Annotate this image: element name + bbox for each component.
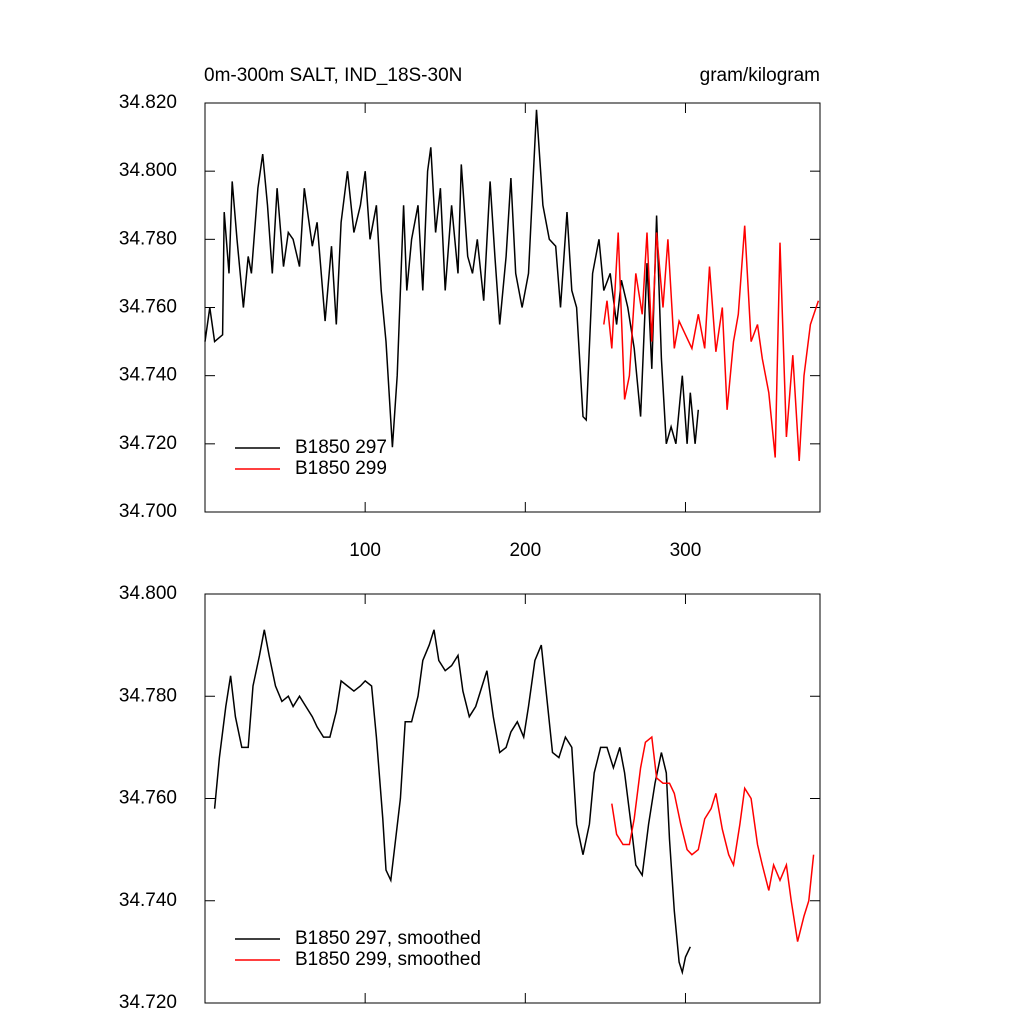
y-tick-label: 34.740 <box>119 890 177 911</box>
legend-label: B1850 297, smoothed <box>295 928 481 949</box>
legend-label: B1850 297 <box>295 437 387 458</box>
units-label: gram/kilogram <box>700 65 820 86</box>
chart-title: 0m-300m SALT, IND_18S-30N <box>204 65 462 86</box>
y-tick-label: 34.720 <box>119 433 177 454</box>
y-tick-label: 34.760 <box>119 297 177 318</box>
y-tick-label: 34.820 <box>119 92 177 113</box>
y-tick-label: 34.700 <box>119 501 177 522</box>
data-line <box>603 225 820 461</box>
legend-label: B1850 299, smoothed <box>295 949 481 970</box>
x-tick-label: 200 <box>509 540 541 561</box>
data-line <box>611 735 815 942</box>
y-tick-label: 34.800 <box>119 160 177 181</box>
data-line <box>213 629 691 976</box>
y-tick-label: 34.780 <box>119 228 177 249</box>
y-tick-label: 34.760 <box>119 788 177 809</box>
y-tick-label: 34.740 <box>119 365 177 386</box>
legend-label: B1850 299 <box>295 458 387 479</box>
x-tick-label: 100 <box>349 540 381 561</box>
y-tick-label: 34.720 <box>119 992 177 1013</box>
data-line <box>204 109 700 448</box>
y-tick-label: 34.780 <box>119 685 177 706</box>
x-tick-label: 300 <box>670 540 702 561</box>
y-tick-label: 34.800 <box>119 583 177 604</box>
